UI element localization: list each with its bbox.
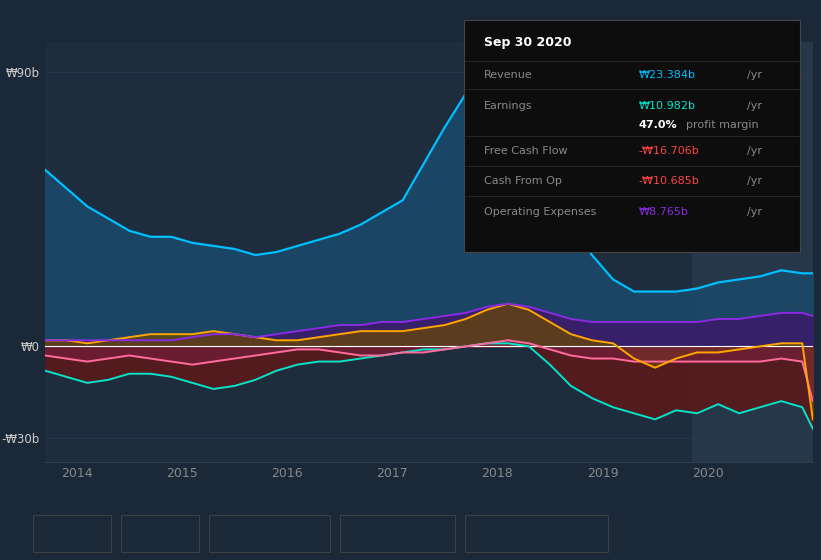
Text: Cash From Op: Cash From Op: [484, 176, 562, 186]
Text: 47.0%: 47.0%: [639, 120, 677, 130]
Text: Revenue: Revenue: [484, 71, 533, 81]
Text: /yr: /yr: [746, 71, 762, 81]
Text: ₩10.982b: ₩10.982b: [639, 101, 696, 110]
Text: ₩8.765b: ₩8.765b: [639, 208, 689, 217]
Text: ●: ●: [126, 528, 135, 538]
Text: Free Cash Flow: Free Cash Flow: [484, 146, 567, 156]
Text: Earnings: Earnings: [141, 528, 190, 538]
Text: ₩23.384b: ₩23.384b: [639, 71, 696, 81]
Text: Free Cash Flow: Free Cash Flow: [229, 528, 313, 538]
Text: -₩10.685b: -₩10.685b: [639, 176, 699, 186]
Text: ●: ●: [470, 528, 479, 538]
Text: /yr: /yr: [746, 146, 762, 156]
Text: /yr: /yr: [746, 208, 762, 217]
Text: Sep 30 2020: Sep 30 2020: [484, 36, 571, 49]
Text: profit margin: profit margin: [686, 120, 759, 130]
Bar: [692, 42, 813, 462]
Text: Operating Expenses: Operating Expenses: [485, 528, 598, 538]
Text: ●: ●: [346, 528, 354, 538]
Text: Revenue: Revenue: [53, 528, 102, 538]
Text: Operating Expenses: Operating Expenses: [484, 208, 596, 217]
Text: -₩16.706b: -₩16.706b: [639, 146, 699, 156]
Text: ●: ●: [39, 528, 47, 538]
Text: Earnings: Earnings: [484, 101, 533, 110]
Text: /yr: /yr: [746, 176, 762, 186]
Text: Cash From Op: Cash From Op: [360, 528, 438, 538]
Text: ●: ●: [214, 528, 222, 538]
Text: /yr: /yr: [746, 101, 762, 110]
